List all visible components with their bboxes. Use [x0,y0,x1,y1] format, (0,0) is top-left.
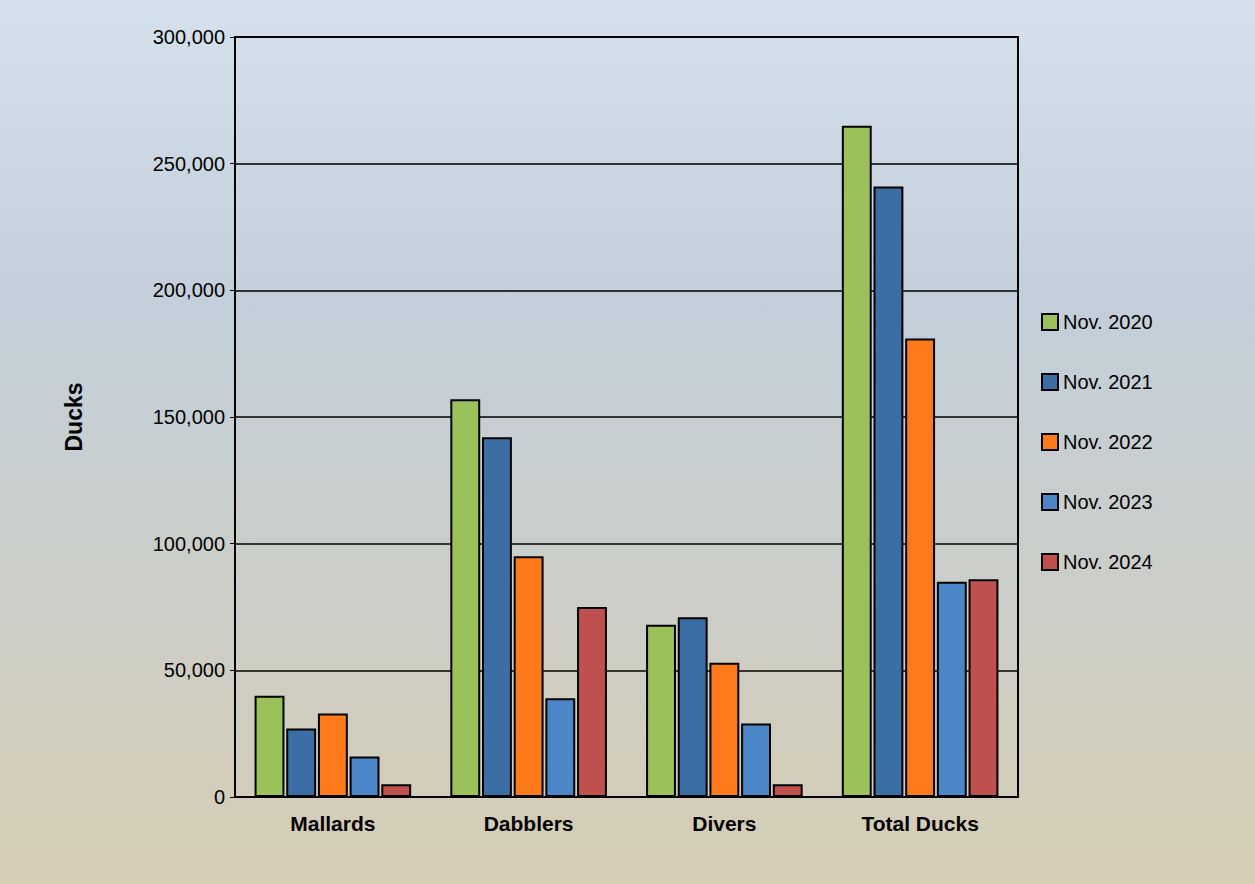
svg-text:Ducks: Ducks [61,382,87,451]
svg-text:Nov. 2024: Nov. 2024 [1063,551,1153,573]
svg-text:50,000: 50,000 [164,659,225,681]
svg-text:Nov. 2022: Nov. 2022 [1063,431,1153,453]
svg-text:Total Ducks: Total Ducks [861,812,978,835]
svg-text:Divers: Divers [692,812,756,835]
svg-text:100,000: 100,000 [153,533,225,555]
svg-text:Mallards: Mallards [290,812,375,835]
svg-text:Nov. 2021: Nov. 2021 [1063,371,1153,393]
svg-text:300,000: 300,000 [153,26,225,48]
svg-text:0: 0 [214,786,225,808]
svg-text:Nov. 2023: Nov. 2023 [1063,491,1153,513]
svg-text:150,000: 150,000 [153,406,225,428]
svg-text:Nov. 2020: Nov. 2020 [1063,311,1153,333]
svg-text:200,000: 200,000 [153,279,225,301]
svg-text:250,000: 250,000 [153,153,225,175]
svg-text:Dabblers: Dabblers [484,812,574,835]
